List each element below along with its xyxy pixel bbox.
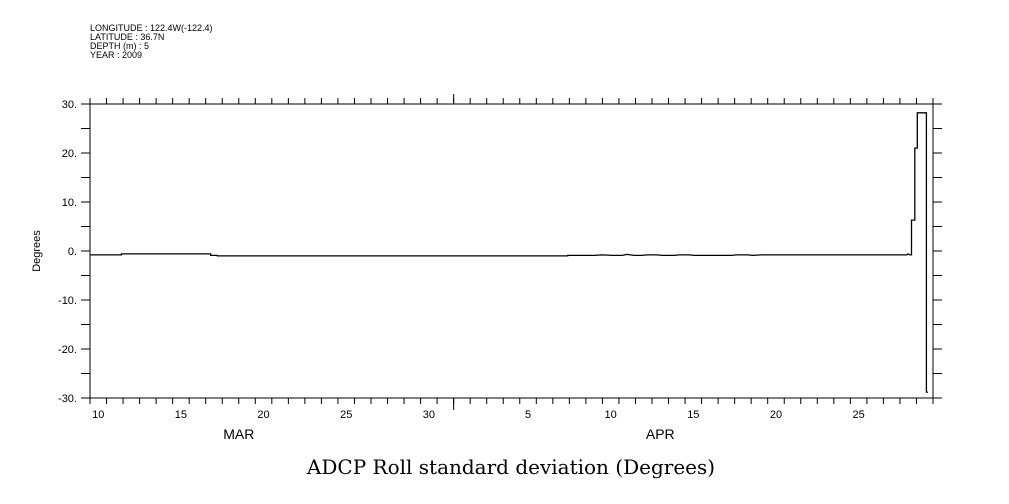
- series-group: [90, 112, 928, 393]
- y-tick-label: -20.: [58, 344, 77, 356]
- x-tick-label: 15: [687, 409, 699, 421]
- plot-frame: [89, 103, 934, 399]
- header-latitude: LATITUDE : 36.7N: [90, 32, 164, 42]
- x-tick-label: 25: [852, 409, 864, 421]
- x-tick-label: 15: [175, 409, 187, 421]
- x-tick-label: 10: [92, 409, 104, 421]
- y-tick-label: 10.: [62, 197, 77, 209]
- x-tick-label: 25: [340, 409, 352, 421]
- header-year: YEAR : 2009: [90, 50, 142, 60]
- y-axis-label: Degrees: [31, 230, 43, 272]
- month-label: APR: [646, 426, 675, 442]
- y-tick-label: -10.: [58, 295, 77, 307]
- axes: -30. -20. -10. 0. 10. 20. 30. 10 15 20 25 30 5 10 15 20…: [58, 94, 942, 442]
- series-line-roll_std: [90, 112, 928, 393]
- y-tick-label: 30.: [62, 99, 77, 111]
- chart-title: ADCP Roll standard deviation (Degrees): [306, 455, 715, 479]
- x-tick-label: 20: [770, 409, 782, 421]
- header-longitude: LONGITUDE : 122.4W(-122.4): [90, 23, 213, 33]
- y-tick-label: -30.: [58, 393, 77, 405]
- header-info: LONGITUDE : 122.4W(-122.4) LATITUDE : 36…: [90, 23, 213, 60]
- header-depth: DEPTH (m) : 5: [90, 41, 149, 51]
- x-tick-label: 30: [423, 409, 435, 421]
- month-label: MAR: [223, 426, 254, 442]
- y-tick-label: 0.: [68, 246, 77, 258]
- x-tick-label: 20: [257, 409, 269, 421]
- y-tick-label: 20.: [62, 148, 77, 160]
- x-tick-label: 5: [525, 409, 531, 421]
- x-tick-label: 10: [605, 409, 617, 421]
